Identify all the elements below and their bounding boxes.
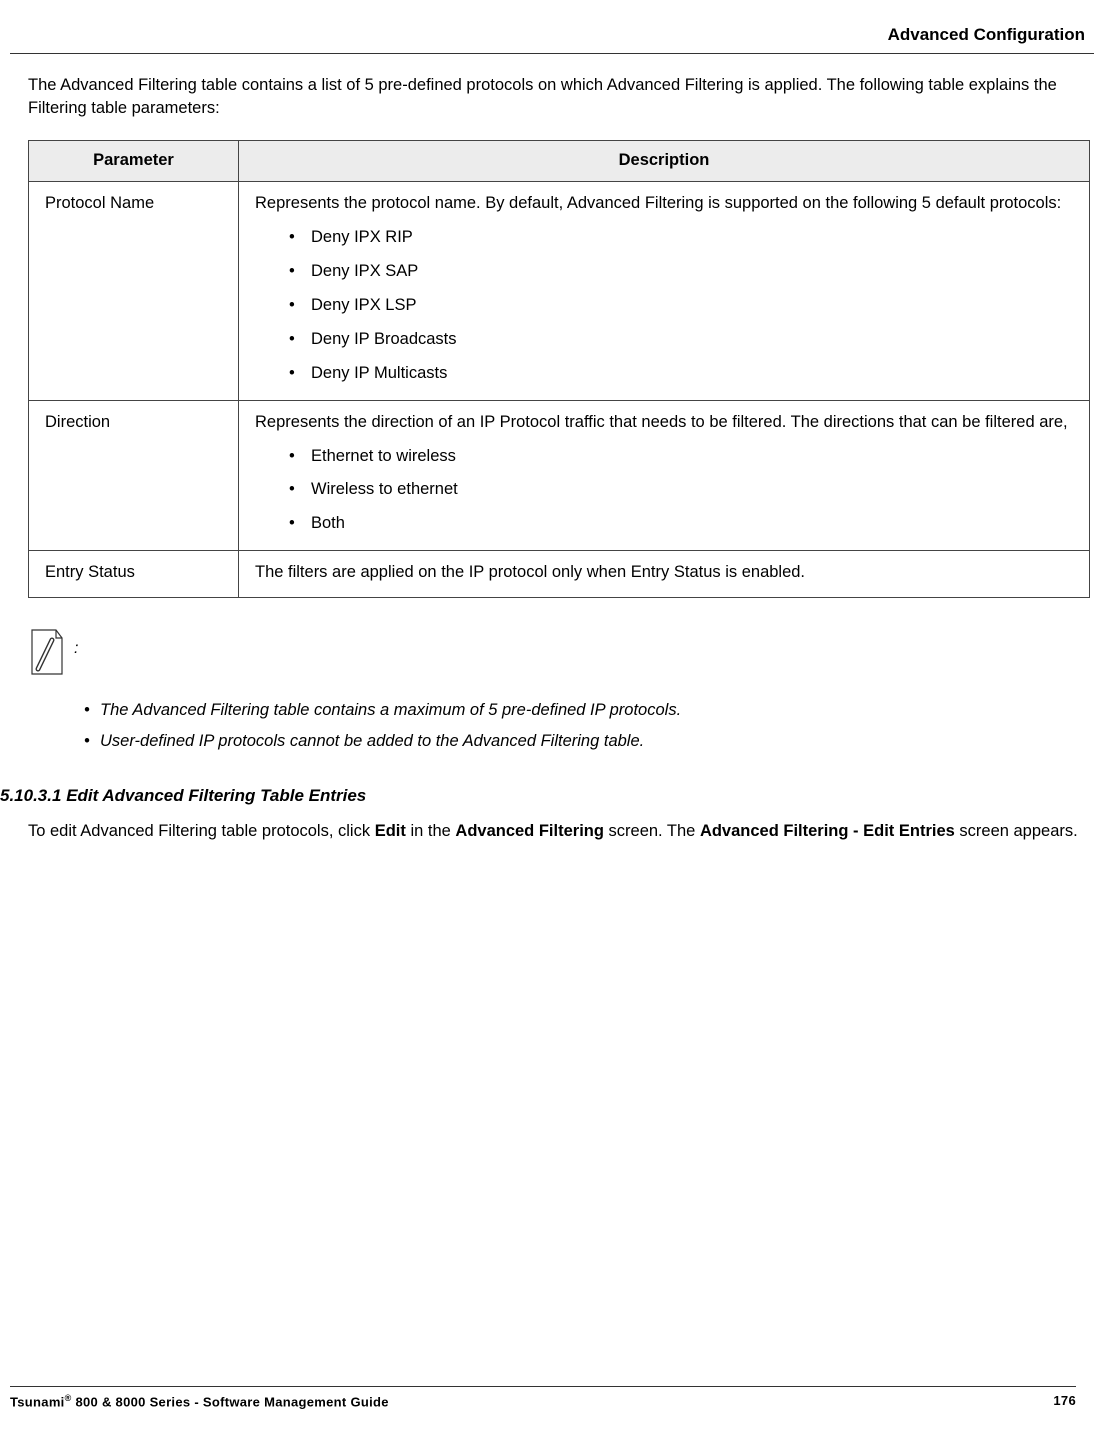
param-desc-cell: Represents the protocol name. By default… [239,182,1090,401]
desc-lead-text: The filters are applied on the IP protoc… [255,563,805,581]
note-block: : [28,626,1100,678]
subsection-number: 5.10.3.1 [0,786,61,805]
subsection-title: Edit Advanced Filtering Table Entries [66,786,366,805]
col-header-parameter: Parameter [29,141,239,182]
note-list: The Advanced Filtering table contains a … [28,698,1100,754]
desc-bullet-list: Deny IPX RIP Deny IPX SAP Deny IPX LSP D… [255,226,1075,386]
bullet-item: Deny IP Multicasts [289,362,1075,386]
table-row: Protocol Name Represents the protocol na… [29,182,1090,401]
para-span: screen appears. [955,822,1078,840]
desc-lead-text: Represents the protocol name. By default… [255,192,1075,216]
intro-paragraph: The Advanced Filtering table contains a … [28,74,1100,120]
para-span: To edit Advanced Filtering table protoco… [28,822,375,840]
param-name-cell: Direction [29,400,239,551]
bullet-item: Deny IPX RIP [289,226,1075,250]
page-content: The Advanced Filtering table contains a … [0,54,1100,844]
bullet-item: Deny IPX SAP [289,260,1075,284]
para-span: in the [406,822,456,840]
param-desc-cell: Represents the direction of an IP Protoc… [239,400,1090,551]
footer-row: Tsunami® 800 & 8000 Series - Software Ma… [10,1393,1076,1409]
note-icon [28,626,66,678]
para-span: screen. The [604,822,700,840]
footer-reg-mark: ® [65,1393,72,1403]
page-header-title: Advanced Configuration [0,0,1100,53]
footer-page-number: 176 [1053,1393,1076,1409]
page-footer: Tsunami® 800 & 8000 Series - Software Ma… [0,1386,1100,1409]
filtering-params-table: Parameter Description Protocol Name Repr… [28,140,1090,598]
desc-bullet-list: Ethernet to wireless Wireless to etherne… [255,445,1075,537]
bullet-item: Deny IPX LSP [289,294,1075,318]
desc-lead-text: Represents the direction of an IP Protoc… [255,411,1075,435]
note-item: User-defined IP protocols cannot be adde… [84,729,1100,754]
table-row: Entry Status The filters are applied on … [29,551,1090,598]
table-header-row: Parameter Description [29,141,1090,182]
subsection-heading: 5.10.3.1 Edit Advanced Filtering Table E… [0,786,1100,806]
param-name-cell: Entry Status [29,551,239,598]
footer-product-prefix: Tsunami [10,1394,65,1409]
footer-rule [10,1386,1076,1387]
param-desc-cell: The filters are applied on the IP protoc… [239,551,1090,598]
bullet-item: Ethernet to wireless [289,445,1075,469]
table-row: Direction Represents the direction of an… [29,400,1090,551]
para-span-bold: Edit [375,822,406,840]
bullet-item: Both [289,512,1075,536]
note-item: The Advanced Filtering table contains a … [84,698,1100,723]
para-span-bold: Advanced Filtering [455,822,604,840]
note-colon: : [74,626,78,658]
col-header-description: Description [239,141,1090,182]
bullet-item: Deny IP Broadcasts [289,328,1075,352]
footer-product-suffix: 800 & 8000 Series - Software Management … [72,1394,389,1409]
param-name-cell: Protocol Name [29,182,239,401]
subsection-paragraph: To edit Advanced Filtering table protoco… [28,820,1100,844]
para-span-bold: Advanced Filtering - Edit Entries [700,822,955,840]
footer-product: Tsunami® 800 & 8000 Series - Software Ma… [10,1393,389,1409]
bullet-item: Wireless to ethernet [289,478,1075,502]
